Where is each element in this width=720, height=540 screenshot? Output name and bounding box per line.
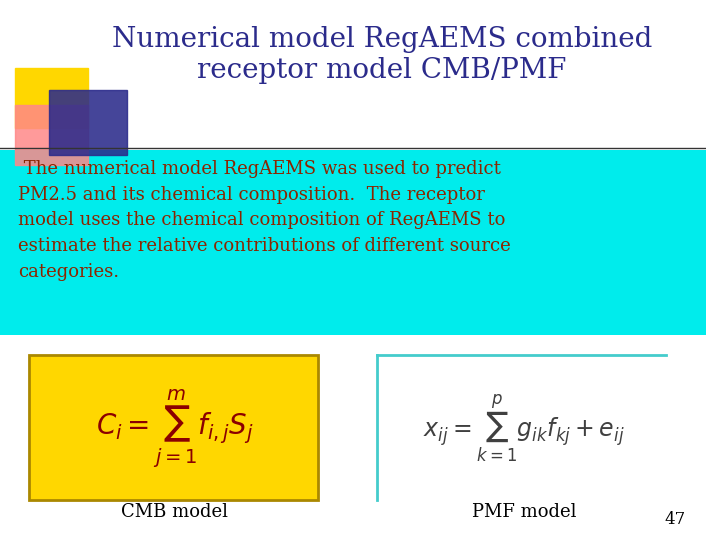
Text: Numerical model RegAEMS combined
receptor model CMB/PMF: Numerical model RegAEMS combined recepto…: [112, 26, 652, 84]
Text: CMB model: CMB model: [121, 503, 228, 521]
Text: $x_{ij} = \sum_{k=1}^{p} g_{ik} f_{kj} + e_{ij}$: $x_{ij} = \sum_{k=1}^{p} g_{ik} f_{kj} +…: [423, 392, 625, 464]
Text: $C_i = \sum_{j=1}^{m} f_{i,j} S_j$: $C_i = \sum_{j=1}^{m} f_{i,j} S_j$: [96, 387, 253, 469]
Bar: [14, 105, 88, 165]
Text: PMF model: PMF model: [472, 503, 577, 521]
Bar: [14, 68, 88, 128]
Bar: [30, 355, 318, 500]
Text: The numerical model RegAEMS was used to predict
PM2.5 and its chemical compositi: The numerical model RegAEMS was used to …: [17, 160, 510, 281]
Text: 47: 47: [665, 511, 686, 529]
Bar: [49, 90, 127, 155]
Bar: [0, 150, 706, 335]
